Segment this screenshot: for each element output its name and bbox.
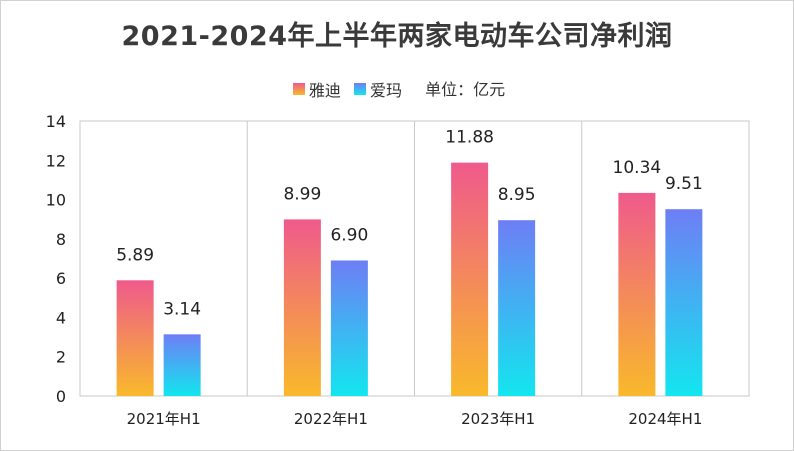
- legend-item-aima: 爱玛: [353, 77, 402, 101]
- data-label: 5.89: [116, 245, 154, 265]
- y-tick-label: 12: [46, 151, 66, 170]
- y-tick-label: 14: [46, 112, 66, 131]
- legend-swatch-yadea: [292, 83, 305, 95]
- data-label: 11.88: [445, 128, 494, 148]
- legend: 雅迪 爱玛 单位：亿元: [0, 76, 794, 101]
- y-tick-label: 4: [56, 308, 66, 327]
- data-label: 10.34: [613, 158, 662, 178]
- bar-aima: [330, 260, 368, 396]
- y-tick-label: 2: [56, 348, 66, 367]
- y-tick-label: 0: [56, 387, 66, 406]
- legend-label-yadea: 雅迪: [308, 81, 341, 100]
- bar-yadea: [618, 192, 656, 396]
- data-label: 8.99: [283, 184, 321, 204]
- x-tick-label: 2022年H1: [294, 410, 368, 428]
- y-tick-label: 6: [56, 269, 66, 288]
- x-tick-label: 2024年H1: [628, 410, 702, 428]
- legend-swatch-aima: [353, 83, 366, 95]
- y-tick-label: 8: [56, 230, 66, 249]
- data-label: 3.14: [163, 299, 201, 319]
- data-label: 9.51: [665, 174, 703, 194]
- legend-item-yadea: 雅迪: [292, 77, 341, 101]
- bar-aima: [665, 209, 703, 396]
- data-label: 8.95: [498, 185, 536, 205]
- bar-yadea: [283, 219, 321, 396]
- bar-yadea: [451, 162, 489, 396]
- data-label: 6.90: [330, 225, 368, 245]
- unit-label: 单位：亿元: [425, 80, 506, 99]
- chart-title: 2021-2024年上半年两家电动车公司净利润: [121, 21, 673, 52]
- bar-yadea: [116, 280, 154, 396]
- y-tick-label: 10: [46, 191, 66, 210]
- x-tick-label: 2021年H1: [127, 410, 201, 428]
- legend-label-aima: 爱玛: [369, 81, 402, 100]
- x-tick-label: 2023年H1: [461, 410, 535, 428]
- bar-aima: [163, 334, 201, 396]
- bar-aima: [498, 220, 536, 396]
